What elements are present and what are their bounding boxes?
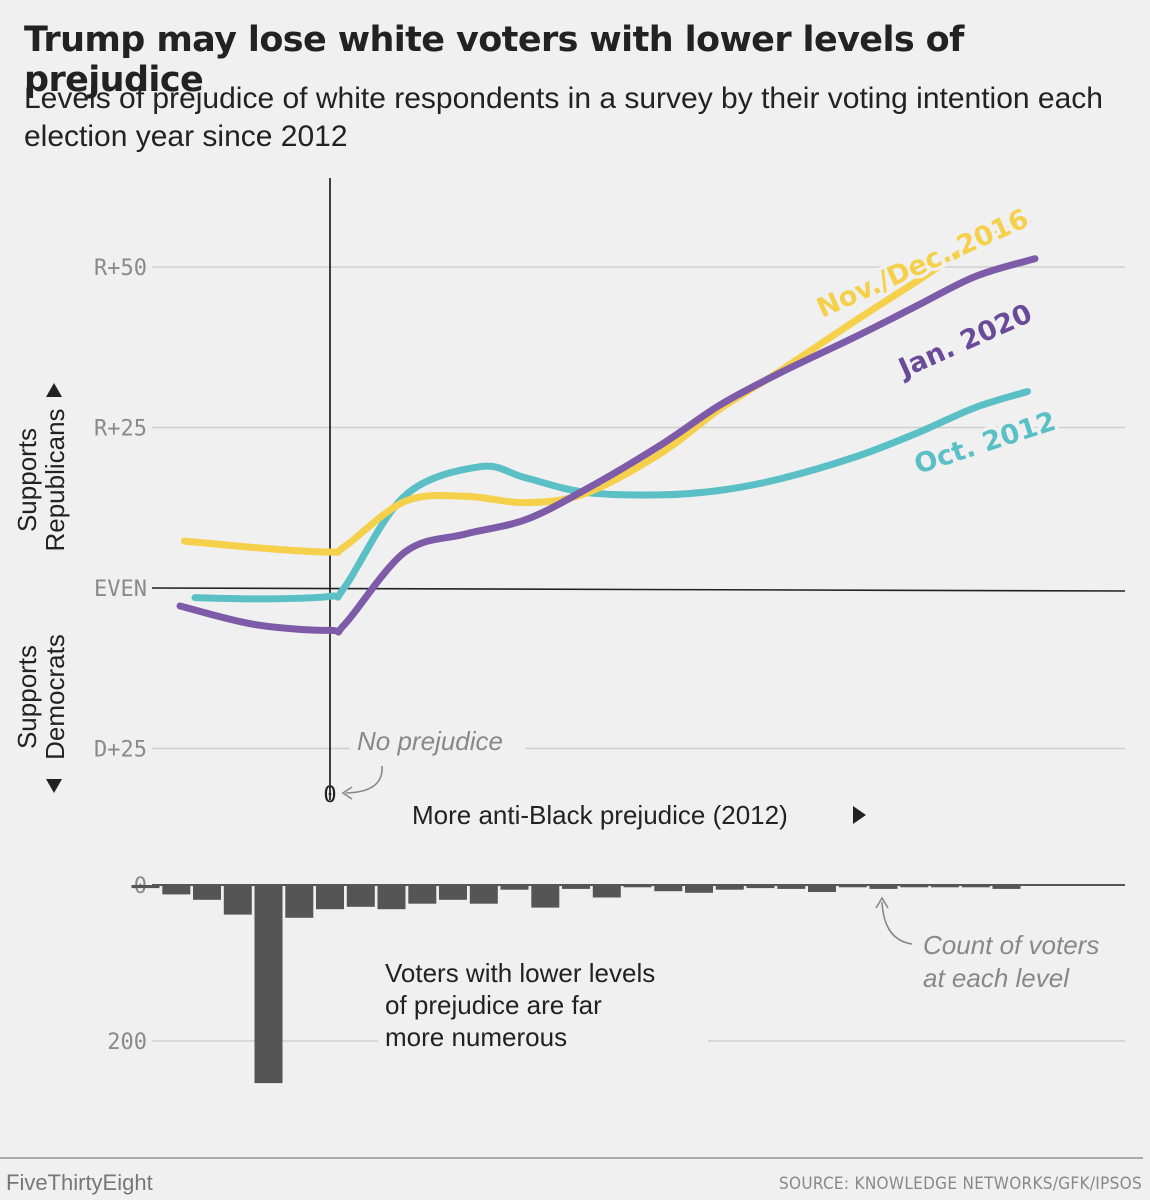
hist-bar xyxy=(377,885,406,910)
hist-bar xyxy=(623,885,652,888)
numerous-note-line3: more numerous xyxy=(385,1022,567,1052)
numerous-note-bg xyxy=(378,955,708,1055)
y-label-democrats-line1: Supports xyxy=(12,645,42,749)
y-label-republicans-line1: Supports xyxy=(12,428,42,532)
hist-bar xyxy=(592,885,621,898)
chart-subtitle: Levels of prejudice of white respondents… xyxy=(24,82,1103,153)
numerous-note-line1: Voters with lower levels xyxy=(385,958,655,988)
hist-tick-bg xyxy=(92,1026,150,1056)
hist-bar xyxy=(900,885,929,888)
y-tick-bg xyxy=(76,411,150,442)
hist-bar xyxy=(715,885,744,890)
no-prejudice-label: No prejudice xyxy=(357,726,503,756)
x-tick-zero: 0 xyxy=(323,783,336,808)
hist-bar xyxy=(408,885,437,904)
footer-divider xyxy=(0,1157,1143,1159)
arrow-up-icon xyxy=(46,383,62,397)
hist-bar xyxy=(654,885,683,892)
arrow-head-icon xyxy=(341,786,353,800)
hist-bar xyxy=(223,885,252,915)
hist-bar xyxy=(500,885,529,890)
hist-bar xyxy=(746,885,775,889)
hist-bar xyxy=(961,885,990,888)
hist-bar xyxy=(439,885,467,900)
hist-bar xyxy=(808,885,836,892)
hist-bar xyxy=(562,885,590,889)
gridline-even xyxy=(151,587,1126,592)
y-label-democrats-line2: Democrats xyxy=(40,634,70,760)
hist-bar xyxy=(254,885,283,1084)
y-label-republicans-line2: Republicans xyxy=(40,408,70,551)
hist-bar xyxy=(285,885,314,918)
hist-bar xyxy=(531,885,560,908)
hist-y-tick-200: 200 xyxy=(107,1030,147,1055)
count-note: Count of voters at each level xyxy=(923,930,1107,993)
hist-bar xyxy=(469,885,498,904)
count-arrow-icon xyxy=(881,901,913,945)
hist-bar xyxy=(777,885,806,889)
hist-bar xyxy=(346,885,375,907)
series-line-2020 xyxy=(176,255,1039,636)
y-tick-bg xyxy=(76,572,150,602)
histogram-bars xyxy=(131,885,1021,1084)
series-label-2020: Jan. 2020 xyxy=(892,298,1036,385)
count-note-line2: at each level xyxy=(923,963,1070,993)
numerous-note: Voters with lower levels of prejudice ar… xyxy=(385,958,662,1052)
y-label-republicans: Supports Republicans xyxy=(12,383,70,552)
hist-bar xyxy=(685,885,713,893)
brand-logo: FiveThirtyEight xyxy=(6,1170,153,1195)
y-tick-r25: R+25 xyxy=(94,417,147,442)
chart-title: Trump may lose white voters with lower l… xyxy=(24,20,964,100)
y-tick-even: EVEN xyxy=(94,577,147,602)
series-line-2016 xyxy=(181,218,1031,556)
hist-bar xyxy=(131,885,160,889)
curved-arrow-icon xyxy=(345,765,383,794)
hist-bar xyxy=(193,885,221,900)
series-line-2012 xyxy=(191,388,1031,603)
hist-bar xyxy=(838,885,867,888)
hist-bar xyxy=(992,885,1021,889)
y-tick-bg xyxy=(76,251,150,281)
series-label-2012: Oct. 2012 xyxy=(911,406,1060,481)
hist-bar xyxy=(162,885,191,895)
no-prejudice-bg xyxy=(350,726,525,756)
y-tick-d25: D+25 xyxy=(94,738,147,763)
line-chart-gridlines xyxy=(151,266,1126,750)
y-label-democrats: Supports Democrats xyxy=(12,634,70,793)
count-note-bg xyxy=(916,928,1128,998)
y-tick-r50: R+50 xyxy=(94,256,147,281)
numerous-note-line2: of prejudice are far xyxy=(385,990,602,1020)
line-series-group xyxy=(176,218,1039,636)
arrow-down-icon xyxy=(46,779,62,793)
source-note: SOURCE: KNOWLEDGE NETWORKS/GFK/IPSOS xyxy=(779,1174,1142,1194)
arrow-right-icon xyxy=(853,806,866,824)
hist-bar xyxy=(931,885,959,888)
hist-bar xyxy=(316,885,344,910)
count-note-line1: Count of voters xyxy=(923,930,1099,960)
count-arrow-head-icon xyxy=(875,896,889,909)
x-axis-label: More anti-Black prejudice (2012) xyxy=(412,800,788,830)
hist-bar xyxy=(869,885,898,889)
y-tick-bg xyxy=(76,732,150,763)
line-chart-y-ticks: R+50 R+25 EVEN D+25 xyxy=(76,251,150,763)
